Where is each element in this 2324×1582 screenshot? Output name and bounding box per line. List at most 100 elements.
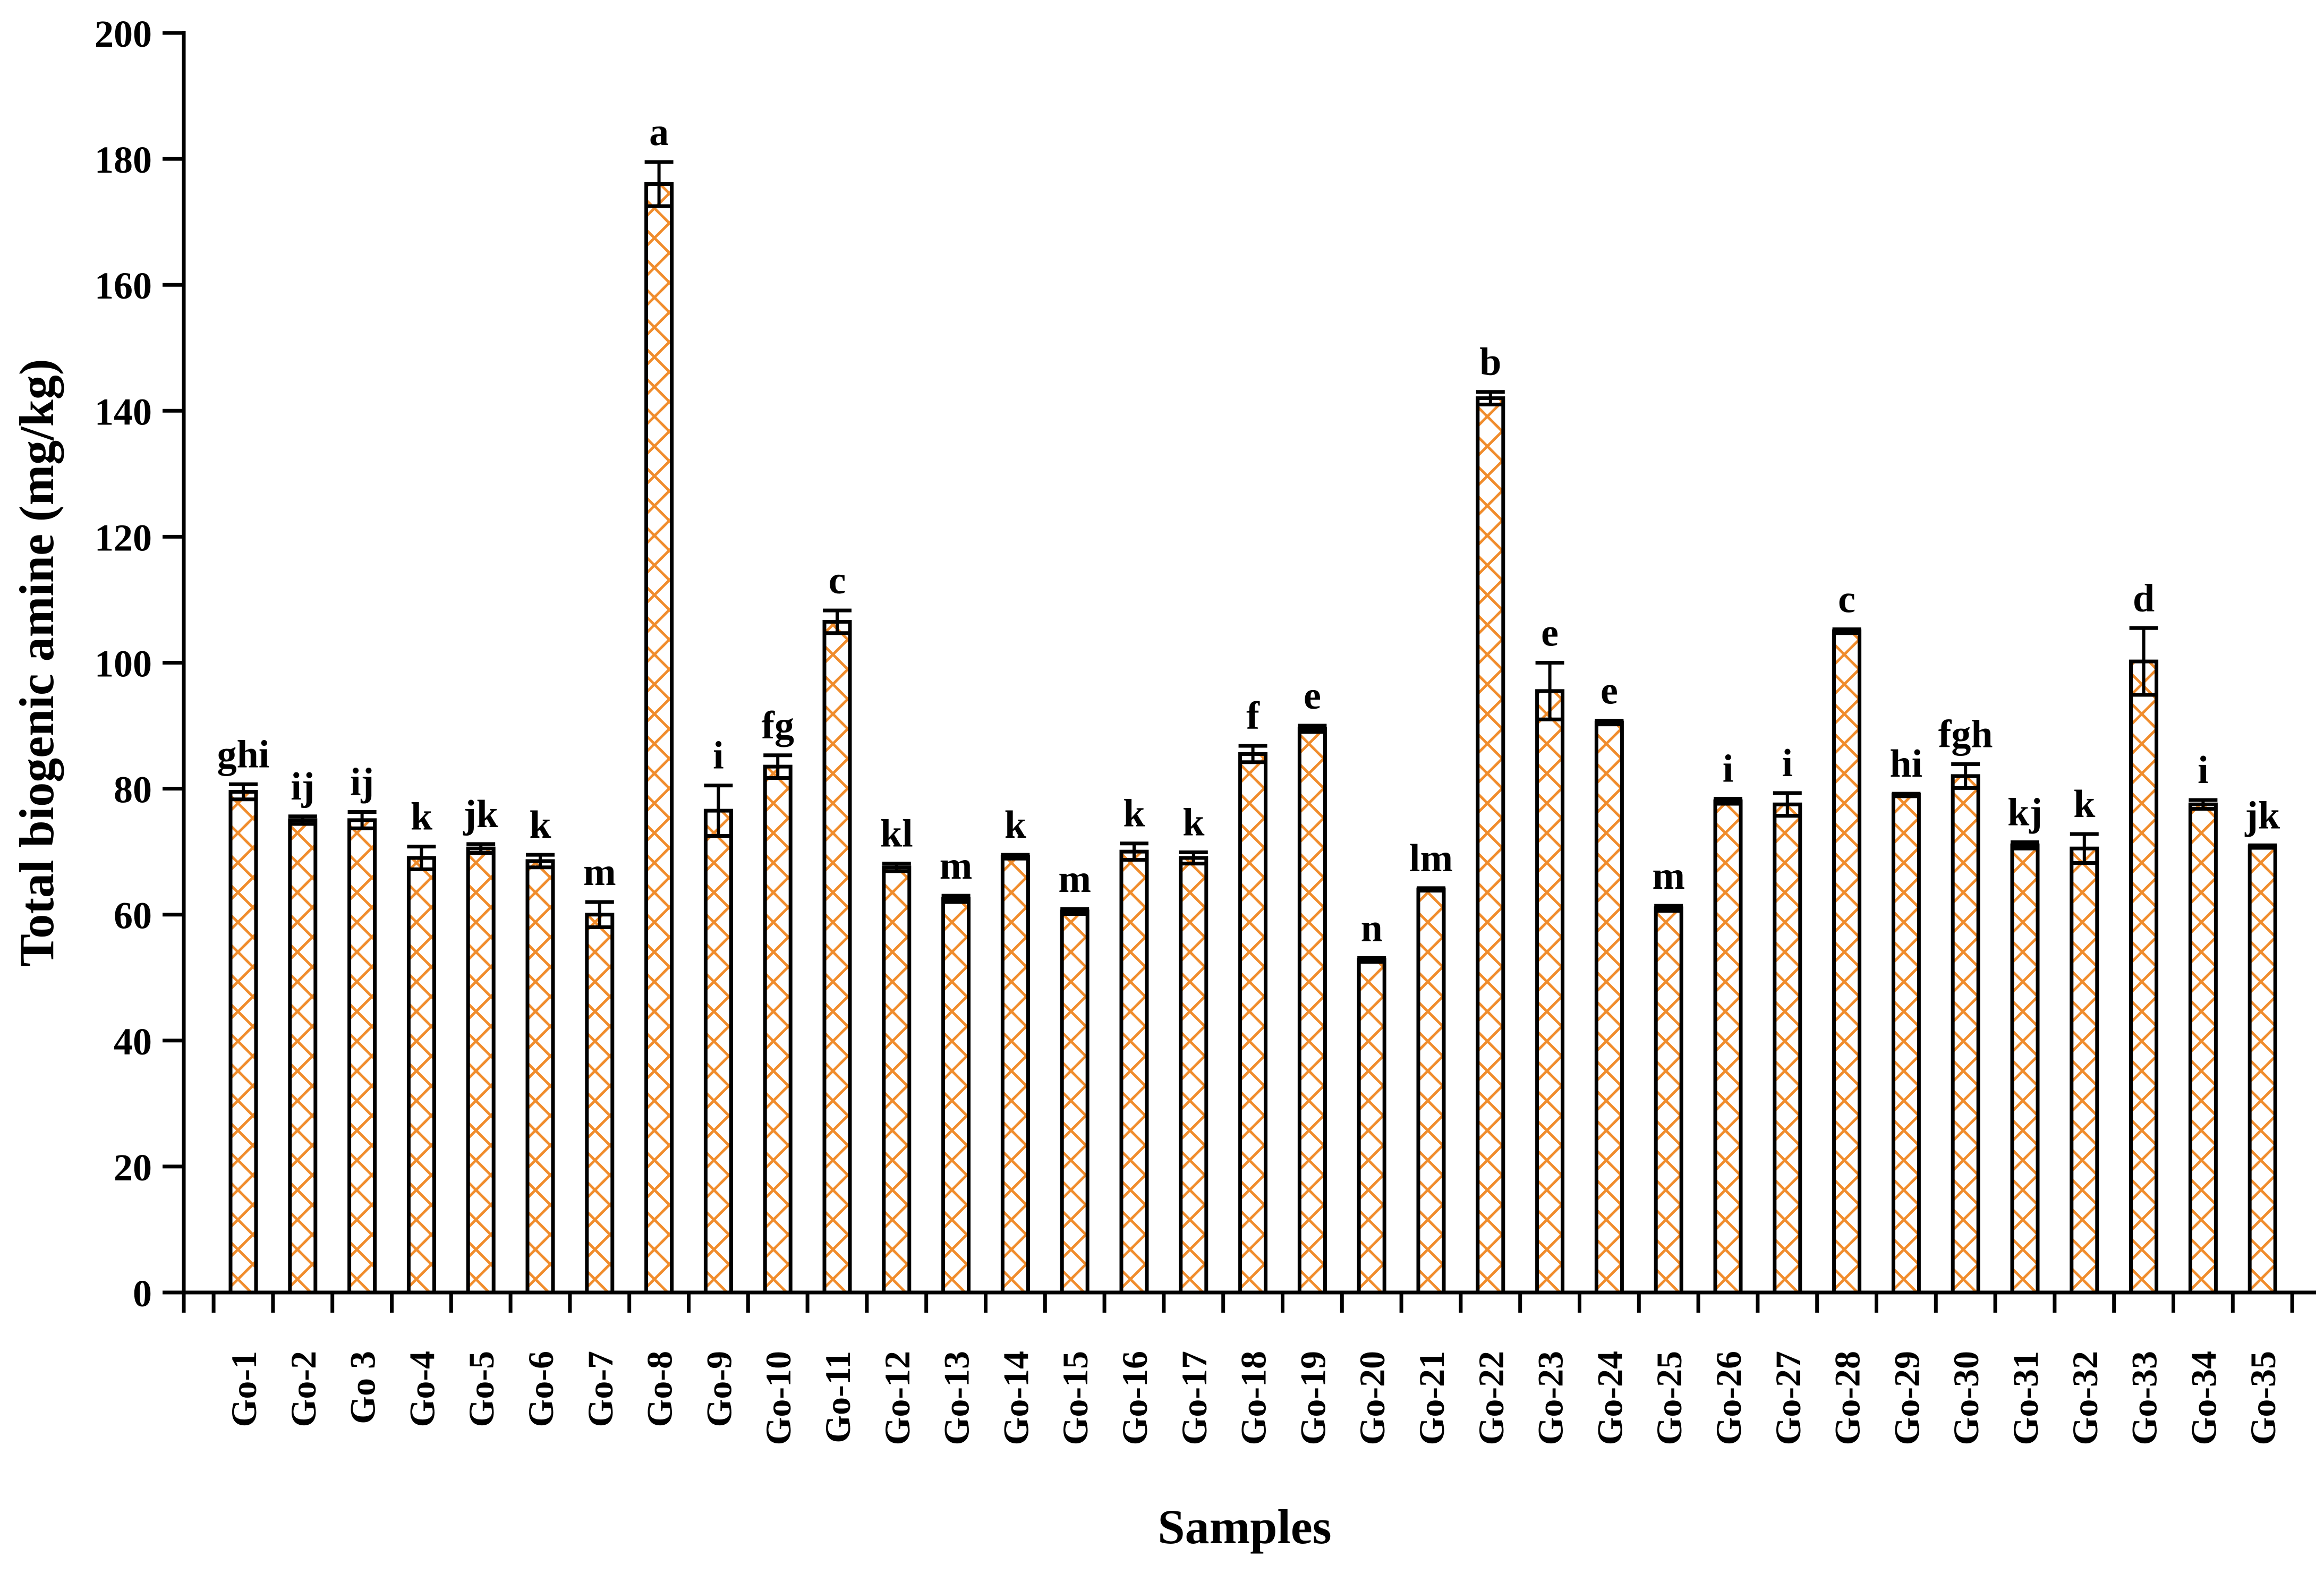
significance-letter: d: [2133, 576, 2155, 620]
x-tick-label: Go-4: [402, 1351, 442, 1427]
bar: [585, 913, 615, 1295]
significance-letter: k: [411, 795, 433, 839]
bar: [1000, 855, 1030, 1295]
bar: [2129, 659, 2159, 1295]
significance-letter: m: [1058, 857, 1091, 901]
x-tick-label: Go-25: [1649, 1351, 1689, 1445]
significance-letter: c: [829, 559, 846, 602]
y-tick-label: 200: [95, 13, 152, 55]
bar: [1594, 720, 1624, 1295]
bar: [1773, 802, 1802, 1295]
significance-letter: jk: [463, 793, 499, 836]
significance-letter: e: [1304, 674, 1321, 718]
significance-letter: c: [1838, 578, 1855, 622]
x-tick-label: Go-18: [1233, 1351, 1274, 1445]
y-ticks-layer: 0 20 40 60 80 100 120 140 160 180 200: [95, 13, 184, 1315]
significance-letter: kj: [2007, 790, 2042, 834]
x-tick-label: Go-23: [1530, 1351, 1571, 1445]
significance-letter: ij: [291, 765, 314, 809]
significance-letter: m: [940, 844, 973, 888]
bar: [763, 764, 793, 1295]
significance-letter: e: [1541, 611, 1559, 655]
significance-letter: fg: [761, 704, 794, 747]
bar: [703, 809, 733, 1295]
significance-letter: i: [1782, 742, 1793, 785]
x-tick-label: Go-10: [758, 1351, 798, 1445]
x-tick-label: Go-7: [580, 1351, 620, 1427]
x-tick-label: Go-35: [2243, 1351, 2283, 1445]
y-tick-label: 180: [95, 139, 152, 181]
x-tick-label: Go-31: [2005, 1351, 2046, 1445]
bar: [1476, 396, 1505, 1295]
significance-letter: ghi: [217, 733, 270, 776]
bar: [2188, 802, 2218, 1295]
x-tick-label: Go-28: [1827, 1351, 1868, 1445]
significance-letter: lm: [1409, 837, 1453, 880]
bar: [882, 865, 912, 1295]
significance-letter: m: [583, 850, 616, 894]
bar: [2010, 843, 2040, 1295]
significance-letter: b: [1479, 341, 1501, 384]
significance-letter: n: [1361, 906, 1383, 950]
significance-letter: i: [2198, 749, 2209, 792]
y-tick-label: 100: [95, 643, 152, 685]
x-tick-label: Go-19: [1292, 1351, 1333, 1445]
x-tick-label: Go-5: [461, 1351, 501, 1427]
bar: [228, 790, 258, 1295]
x-tick-label: Go-22: [1471, 1351, 1511, 1445]
significance-letter: ij: [350, 760, 374, 804]
bar: [525, 859, 555, 1295]
x-tick-label: Go-9: [699, 1351, 739, 1427]
x-tick-label: Go-14: [995, 1351, 1036, 1445]
y-tick-label: 60: [114, 895, 152, 937]
bar: [2248, 845, 2277, 1295]
significance-letter: k: [1123, 792, 1145, 836]
bar: [347, 818, 377, 1295]
y-tick-label: 20: [114, 1146, 152, 1189]
x-tick-label: Go-1: [224, 1351, 264, 1427]
significance-letter: a: [649, 110, 669, 154]
x-tick-label: Go-16: [1114, 1351, 1155, 1445]
y-tick-label: 40: [114, 1020, 152, 1063]
significance-letter: fgh: [1938, 712, 1993, 756]
bar: [1535, 689, 1565, 1295]
bar: [1357, 958, 1386, 1295]
bar: [1119, 849, 1149, 1295]
bars-layer: [228, 182, 2277, 1295]
bar: [2070, 846, 2099, 1295]
bar: [1891, 793, 1921, 1295]
significance-letter: jk: [2244, 794, 2280, 837]
y-tick-label: 80: [114, 769, 152, 811]
error-bars-layer: [229, 160, 2277, 964]
x-tick-label: Go-2: [283, 1351, 324, 1427]
significance-letter: i: [713, 734, 724, 778]
x-tick-label: Go-13: [937, 1351, 977, 1445]
y-tick-label: 120: [95, 516, 152, 559]
significance-letter: k: [1182, 801, 1205, 844]
significance-letter: i: [1723, 747, 1734, 791]
bar: [1832, 629, 1862, 1295]
y-tick-label: 0: [133, 1272, 152, 1315]
x-tick-label: Go-29: [1886, 1351, 1927, 1445]
significance-letter: k: [1004, 803, 1027, 847]
x-tick-label: Go-17: [1174, 1351, 1214, 1445]
y-tick-label: 160: [95, 265, 152, 307]
significance-letter: f: [1246, 694, 1260, 738]
y-axis-label: Total biogenic amine (mg/kg): [10, 359, 64, 966]
x-tick-label: Go-6: [521, 1351, 561, 1427]
bar: [1297, 727, 1327, 1295]
bar: [644, 182, 674, 1295]
bar: [1416, 887, 1446, 1295]
x-tick-label: Go-34: [2183, 1351, 2224, 1445]
significance-letter: k: [2073, 783, 2096, 826]
x-tick-label: Go-33: [2124, 1351, 2165, 1445]
x-axis-label: Samples: [1157, 1500, 1331, 1554]
x-tick-label: Go-27: [1768, 1351, 1808, 1445]
bar: [1238, 752, 1268, 1295]
x-tick-label: Go-30: [1946, 1351, 1986, 1445]
bar: [941, 897, 971, 1295]
x-tick-label: Go-8: [640, 1351, 680, 1427]
